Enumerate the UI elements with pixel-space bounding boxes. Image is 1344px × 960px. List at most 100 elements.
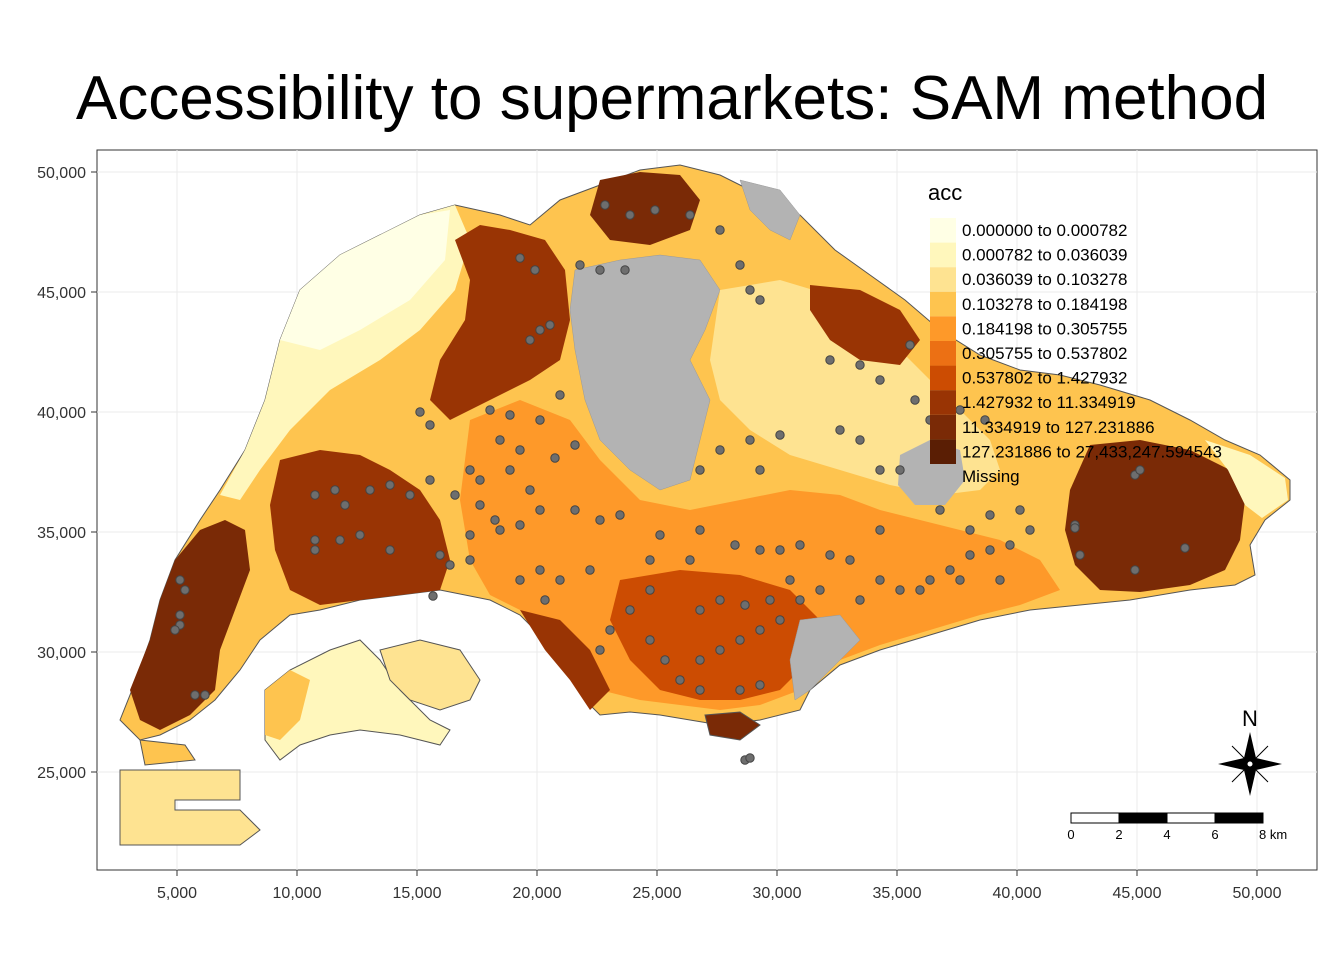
y-tick-label: 40,000: [37, 405, 86, 422]
legend-label: 1.427932 to 11.334919: [962, 393, 1136, 412]
supermarket-point: [330, 485, 340, 495]
supermarket-point: [310, 535, 320, 545]
jurong-island: [264, 639, 451, 761]
supermarket-point: [745, 285, 755, 295]
supermarket-point: [695, 465, 705, 475]
region-airport-missing: [739, 179, 801, 241]
supermarket-point: [645, 635, 655, 645]
scale-label: 8 km: [1259, 827, 1287, 842]
scale-label: 2: [1115, 827, 1122, 842]
scale-bar: 0 2 4 6 8 km: [1067, 812, 1287, 842]
supermarket-point: [535, 505, 545, 515]
island-central-south: [379, 639, 481, 711]
y-tick-label: 35,000: [37, 525, 86, 542]
legend-swatch: [930, 316, 956, 341]
supermarket-point: [515, 520, 525, 530]
legend-swatch: [930, 390, 956, 415]
supermarket-point: [875, 525, 885, 535]
supermarket-point: [385, 545, 395, 555]
supermarket-point: [715, 595, 725, 605]
north-label: N: [1242, 706, 1258, 731]
supermarket-point: [695, 655, 705, 665]
supermarket-point: [625, 605, 635, 615]
supermarket-point: [765, 595, 775, 605]
supermarket-point: [925, 575, 935, 585]
supermarket-point: [945, 565, 955, 575]
supermarket-point: [785, 575, 795, 585]
supermarket-point: [335, 535, 345, 545]
supermarket-point: [385, 480, 395, 490]
legend-label: Missing: [962, 467, 1020, 486]
supermarket-point: [645, 585, 655, 595]
y-axis: [91, 171, 97, 773]
supermarket-point: [775, 545, 785, 555]
x-tick-label: 25,000: [633, 885, 682, 902]
supermarket-point: [525, 485, 535, 495]
supermarket-point: [1180, 543, 1190, 553]
supermarket-point: [965, 525, 975, 535]
scale-label: 4: [1163, 827, 1170, 842]
supermarket-point: [895, 465, 905, 475]
supermarket-point: [555, 390, 565, 400]
supermarket-point: [775, 430, 785, 440]
supermarket-point: [735, 685, 745, 695]
supermarket-point: [985, 545, 995, 555]
supermarket-point: [465, 555, 475, 565]
supermarket-point: [1075, 550, 1085, 560]
jurong-island-south: [265, 670, 310, 740]
x-tick-label: 35,000: [873, 885, 922, 902]
region-southeast-missing: [789, 614, 861, 701]
scale-label: 0: [1067, 827, 1074, 842]
supermarket-point: [525, 335, 535, 345]
legend-label: 0.036039 to 0.103278: [962, 270, 1127, 289]
x-tick-label: 45,000: [1113, 885, 1162, 902]
supermarket-point: [505, 465, 515, 475]
supermarket-point: [685, 555, 695, 565]
supermarket-point: [310, 490, 320, 500]
legend-swatch: [930, 414, 956, 440]
legend-label: 0.000000 to 0.000782: [962, 221, 1127, 240]
legend-label: 0.184198 to 0.305755: [962, 319, 1127, 338]
supermarket-point: [490, 515, 500, 525]
supermarket-point: [695, 525, 705, 535]
x-tick-label: 40,000: [993, 885, 1042, 902]
supermarket-point: [985, 510, 995, 520]
supermarket-point: [585, 565, 595, 575]
supermarket-point: [755, 465, 765, 475]
supermarket-point: [415, 407, 425, 417]
supermarket-point: [535, 325, 545, 335]
supermarket-point: [545, 320, 555, 330]
supermarket-point: [955, 575, 965, 585]
supermarket-point: [190, 690, 200, 700]
scale-label: 6: [1211, 827, 1218, 842]
supermarket-point: [570, 505, 580, 515]
supermarket-point: [475, 500, 485, 510]
supermarket-point: [695, 605, 705, 615]
supermarket-point: [170, 625, 180, 635]
supermarket-point: [685, 210, 695, 220]
supermarket-point: [515, 253, 525, 263]
supermarket-point: [650, 205, 660, 215]
x-axis: [176, 870, 1258, 876]
supermarket-point: [855, 360, 865, 370]
supermarket-point: [1015, 505, 1025, 515]
supermarket-point: [825, 355, 835, 365]
island-south: [704, 711, 761, 741]
supermarket-point: [475, 475, 485, 485]
supermarket-point: [660, 655, 670, 665]
supermarket-point: [495, 525, 505, 535]
legend-swatch: [930, 439, 956, 464]
island-south-west-2: [139, 739, 196, 766]
supermarket-point: [595, 265, 605, 275]
supermarket-point: [555, 575, 565, 585]
supermarket-point: [995, 575, 1005, 585]
supermarket-point: [435, 550, 445, 560]
region-east-high: [1065, 440, 1245, 592]
supermarket-point: [428, 591, 438, 601]
supermarket-point: [175, 610, 185, 620]
supermarket-point: [915, 585, 925, 595]
supermarket-point: [695, 685, 705, 695]
supermarket-point: [465, 530, 475, 540]
supermarket-point: [825, 550, 835, 560]
supermarket-point: [745, 435, 755, 445]
